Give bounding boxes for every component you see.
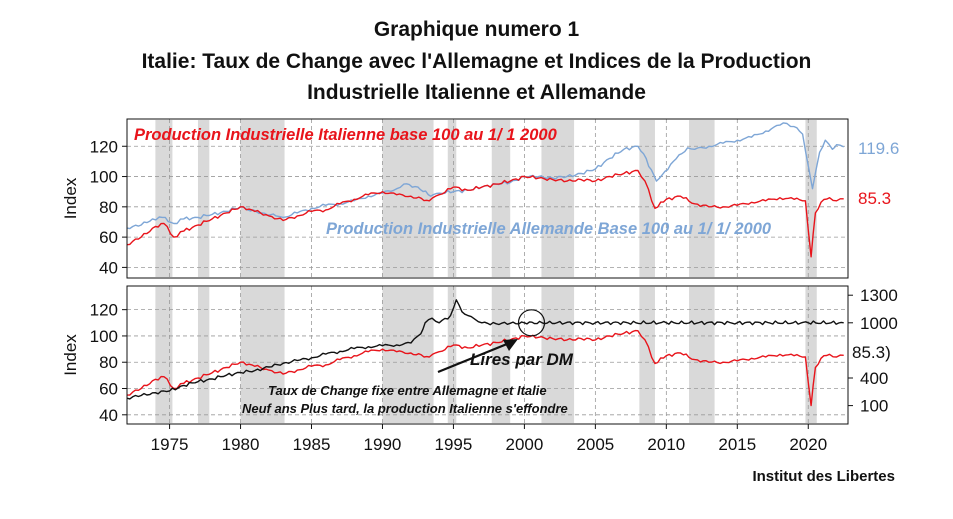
lires-annotation: Lires par DM bbox=[470, 350, 574, 369]
y-axis-label-1: Index bbox=[61, 334, 80, 376]
bottom-right-value-label: 85.3) bbox=[852, 343, 891, 362]
recession-band-1-4 bbox=[447, 287, 457, 423]
chart-title-line2: Italie: Taux de Change avec l'Allemagne … bbox=[141, 50, 812, 73]
y2-tick-label-1: 400 bbox=[860, 369, 888, 388]
recession-band-1-5 bbox=[491, 287, 511, 423]
y-tick-label-1-2: 80 bbox=[99, 353, 118, 372]
chart-title-line1: Graphique numero 1 bbox=[373, 18, 580, 41]
annotation-arrow-head bbox=[503, 339, 518, 351]
y2-tick-label-2: 1000 bbox=[860, 314, 898, 333]
y-tick-label-1-3: 100 bbox=[90, 327, 118, 346]
y-axis-label-0: Index bbox=[61, 177, 80, 219]
panel-frame-1 bbox=[126, 285, 849, 425]
y2-tick-label-3: 1300 bbox=[860, 286, 898, 305]
recession-band-0-5 bbox=[491, 120, 511, 277]
recession-band-1-0 bbox=[155, 287, 173, 423]
recession-band-1-1 bbox=[197, 287, 210, 423]
y2-tick-label-0: 100 bbox=[860, 397, 888, 416]
series-line-1-1 bbox=[126, 299, 844, 400]
italy-series-annotation: Production Industrielle Italienne base 1… bbox=[134, 126, 558, 144]
y-tick-label-0-4: 120 bbox=[90, 137, 118, 156]
x-tick-label-8: 2015 bbox=[718, 435, 756, 454]
series-line-0-1 bbox=[126, 169, 844, 258]
x-tick-label-9: 2020 bbox=[789, 435, 827, 454]
chart-title-line3: Industrielle Italienne et Allemande bbox=[307, 81, 646, 104]
y-tick-label-0-3: 100 bbox=[90, 168, 118, 187]
recession-band-1-7 bbox=[639, 287, 655, 423]
fixed-rate-annotation-2: Neuf ans Plus tard, la production Italie… bbox=[242, 401, 568, 416]
germany-last-value: 119.6 bbox=[858, 139, 899, 158]
x-tick-label-0: 1975 bbox=[151, 435, 189, 454]
x-tick-label-6: 2005 bbox=[576, 435, 614, 454]
recession-band-1-8 bbox=[689, 287, 715, 423]
source-credit: Institut des Libertes bbox=[752, 468, 895, 485]
x-tick-label-1: 1980 bbox=[222, 435, 260, 454]
y-tick-label-1-1: 60 bbox=[99, 380, 118, 399]
recession-band-0-8 bbox=[689, 120, 715, 277]
recession-band-0-0 bbox=[155, 120, 173, 277]
y-tick-label-0-2: 80 bbox=[99, 198, 118, 217]
recession-band-0-1 bbox=[197, 120, 210, 277]
panel-frame-0 bbox=[126, 118, 849, 279]
y-tick-label-0-1: 60 bbox=[99, 228, 118, 247]
fixed-rate-annotation-1: Taux de Change fixe entre Allemagne et I… bbox=[268, 383, 547, 398]
x-tick-label-4: 1995 bbox=[435, 435, 473, 454]
x-tick-label-5: 2000 bbox=[505, 435, 543, 454]
recession-band-1-9 bbox=[805, 287, 817, 423]
annotation-arrow-shaft bbox=[437, 340, 513, 374]
recession-band-0-9 bbox=[805, 120, 817, 277]
recession-band-0-7 bbox=[639, 120, 655, 277]
y-tick-label-1-4: 120 bbox=[90, 301, 118, 320]
x-tick-label-7: 2010 bbox=[647, 435, 685, 454]
italy-last-value: 85.3 bbox=[858, 189, 891, 208]
y-tick-label-0-0: 40 bbox=[99, 258, 118, 277]
x-tick-label-2: 1985 bbox=[293, 435, 331, 454]
y-tick-label-1-0: 40 bbox=[99, 406, 118, 425]
recession-band-0-4 bbox=[447, 120, 457, 277]
series-line-1-0 bbox=[126, 329, 844, 407]
x-tick-label-3: 1990 bbox=[364, 435, 402, 454]
fixed-rate-circle bbox=[517, 309, 546, 337]
germany-series-annotation: Production Industrielle Allemande Base 1… bbox=[326, 220, 772, 238]
